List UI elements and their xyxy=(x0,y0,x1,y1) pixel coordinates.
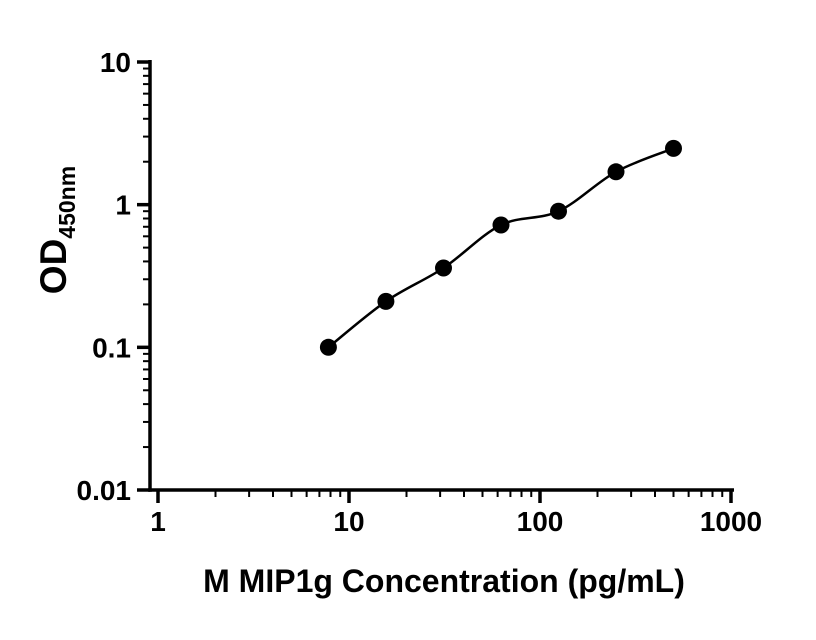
y-axis-title-group: OD450nm xyxy=(33,166,80,294)
y-axis-title-main: OD xyxy=(33,239,74,295)
data-point-marker xyxy=(665,139,682,157)
y-tick-label: 1 xyxy=(115,190,131,221)
axis-tick-labels: 10 1 0.1 0.01 1 10 100 1000 xyxy=(77,47,763,537)
y-axis-title-subscript: 450nm xyxy=(54,166,80,239)
data-point-marker xyxy=(492,216,510,234)
data-point-marker xyxy=(550,202,567,220)
axis-ticks xyxy=(137,60,733,503)
x-axis-title: M MIP1g Concentration (pg/mL) xyxy=(203,563,685,599)
x-tick-label: 10 xyxy=(333,506,364,537)
data-point-marker xyxy=(607,163,625,181)
y-tick-label: 0.01 xyxy=(77,475,132,506)
fitted-curve xyxy=(327,147,674,349)
x-tick-label: 100 xyxy=(517,506,564,537)
data-points xyxy=(319,139,682,356)
x-tick-label: 1000 xyxy=(700,506,762,537)
y-tick-label: 0.1 xyxy=(92,332,131,363)
standard-curve-path xyxy=(327,147,674,349)
data-point-marker xyxy=(319,338,337,356)
data-point-marker xyxy=(435,259,452,277)
data-point-marker xyxy=(377,292,395,310)
x-tick-label: 1 xyxy=(150,506,166,537)
y-tick-label: 10 xyxy=(100,47,131,78)
y-axis-title: OD450nm xyxy=(33,166,80,294)
